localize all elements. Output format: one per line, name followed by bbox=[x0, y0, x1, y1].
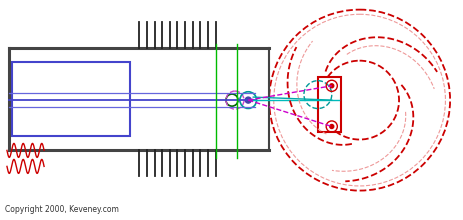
Circle shape bbox=[245, 97, 250, 103]
Circle shape bbox=[329, 84, 333, 88]
Circle shape bbox=[329, 125, 333, 128]
FancyBboxPatch shape bbox=[317, 77, 340, 132]
FancyBboxPatch shape bbox=[12, 62, 130, 136]
Text: Copyright 2000, Keveney.com: Copyright 2000, Keveney.com bbox=[5, 205, 119, 214]
